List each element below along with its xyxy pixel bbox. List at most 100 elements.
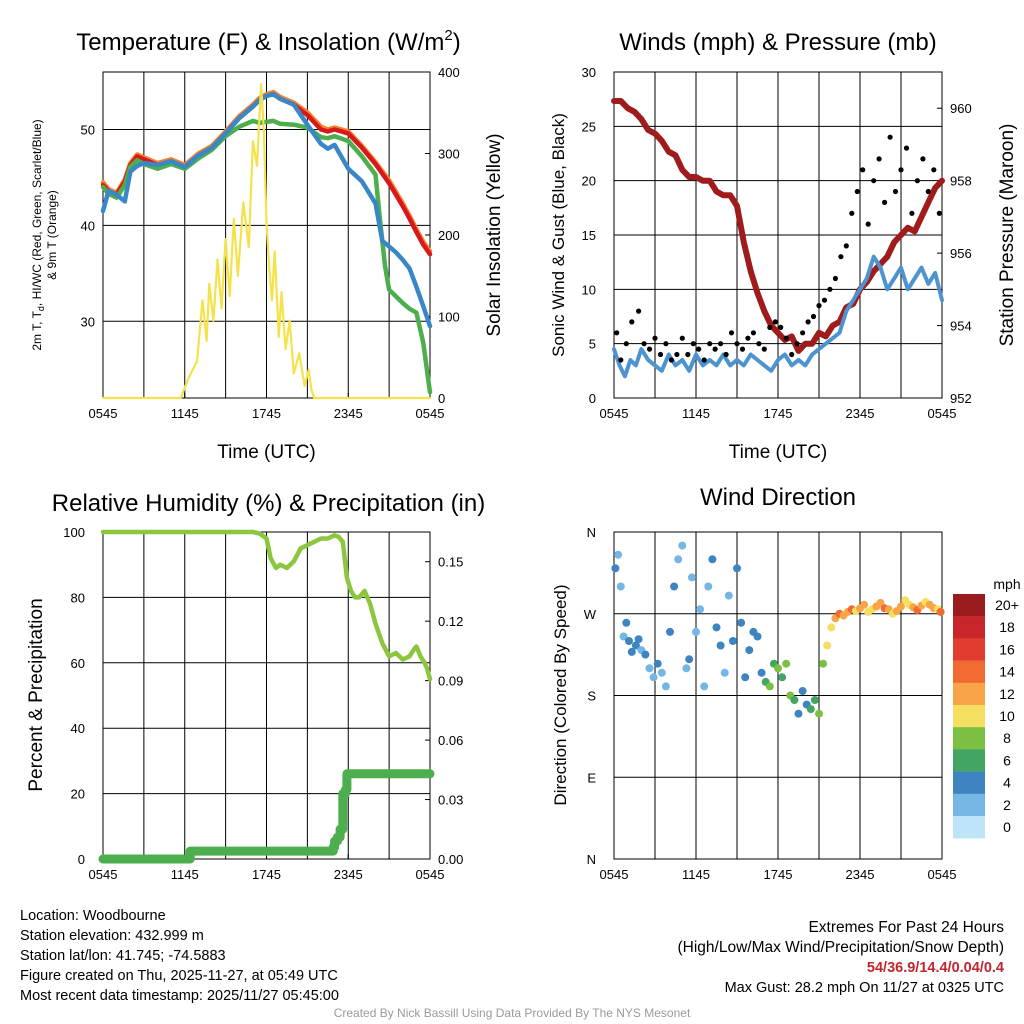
recent-data-text: Most recent data timestamp: 2025/11/27 0… <box>20 988 339 1004</box>
direction-point <box>733 564 741 573</box>
gust-point <box>767 324 773 330</box>
direction-title: Wind Direction <box>700 484 856 511</box>
direction-point <box>810 696 819 704</box>
y-tick-label-right: 400 <box>438 65 460 80</box>
direction-point <box>790 696 799 704</box>
gust-point <box>914 178 921 184</box>
legend-label: 8 <box>1003 730 1011 746</box>
direction-point <box>716 641 725 650</box>
direction-point <box>823 641 832 650</box>
gust-point <box>800 330 806 336</box>
gust-point <box>756 341 762 347</box>
series-precipitation <box>98 769 435 864</box>
y-tick-label-right: 100 <box>438 310 460 325</box>
direction-point <box>657 668 666 677</box>
gust-point <box>936 210 942 216</box>
direction-point <box>806 705 815 714</box>
direction-point <box>728 637 737 645</box>
gust-point <box>898 167 904 173</box>
direction-point <box>827 623 836 632</box>
temperature-ylabel-1: 2m T, Td, HI/WC (Red, Green, Scarlet/Blu… <box>30 119 46 350</box>
y-tick-label-left: 20 <box>582 174 596 189</box>
direction-point <box>649 673 658 682</box>
direction-point <box>897 602 905 611</box>
humidity-title: Relative Humidity (%) & Precipitation (i… <box>52 490 485 517</box>
gust-point <box>854 188 860 195</box>
gust-point <box>629 319 635 325</box>
gust-point <box>931 167 937 173</box>
y-tick-label-right: 952 <box>950 391 972 406</box>
legend-label: 2 <box>1003 797 1011 813</box>
x-tick-label: 1745 <box>764 867 793 882</box>
direction-point <box>720 668 729 677</box>
direction-point <box>712 623 721 632</box>
y-tick-label-left: 60 <box>71 656 85 671</box>
gust-point <box>783 335 789 341</box>
winds-title: Winds (mph) & Pressure (mb) <box>619 29 936 56</box>
direction-point <box>794 709 803 718</box>
y-tick-label-left: 40 <box>81 218 95 233</box>
gust-point <box>772 319 778 325</box>
direction-point <box>666 627 674 636</box>
x-tick-label: 1145 <box>171 406 199 421</box>
y-tick-label-left: 20 <box>71 787 85 802</box>
legend-swatch <box>953 793 985 817</box>
direction-point <box>641 650 650 659</box>
temperature-title: Temperature (F) & Insolation (W/m2) <box>76 27 460 56</box>
legend-swatch <box>953 771 985 794</box>
x-tick-label: 0545 <box>600 406 629 421</box>
insolation-ylabel: Solar Insolation (Yellow) <box>484 133 505 336</box>
direction-tick-label: W <box>584 607 597 622</box>
gust-point <box>903 145 910 151</box>
gust-point <box>734 341 740 347</box>
latlon-text: Station lat/lon: 41.745; -74.5883 <box>20 948 226 964</box>
direction-point <box>611 564 620 573</box>
y-tick-label-right: 0.00 <box>438 852 463 867</box>
x-tick-label: 1745 <box>764 406 793 421</box>
gust-point <box>712 346 718 352</box>
gust-point <box>614 330 620 336</box>
gust-point <box>892 188 899 195</box>
gust-point <box>728 330 735 336</box>
gust-point <box>794 341 800 347</box>
x-tick-label: 0545 <box>600 867 629 882</box>
direction-tick-label: E <box>587 770 596 785</box>
y-tick-label-left: 30 <box>582 65 596 80</box>
legend-label: 14 <box>999 664 1015 680</box>
direction-point <box>631 641 640 650</box>
direction-point <box>682 664 691 673</box>
direction-point <box>704 582 713 591</box>
y-tick-label-right: 0 <box>438 391 445 406</box>
y-tick-label-left: 80 <box>71 590 85 605</box>
legend-swatch <box>953 727 985 750</box>
legend-swatch <box>953 816 985 839</box>
y-tick-label-left: 0 <box>589 391 596 406</box>
direction-point <box>696 605 705 614</box>
direction-point <box>778 673 787 682</box>
direction-point <box>678 541 687 550</box>
gust-point <box>663 341 669 347</box>
y-tick-label-right: 0.15 <box>438 555 463 570</box>
direction-point <box>661 682 670 691</box>
gust-point <box>789 351 795 358</box>
extremes-title: Extremes For Past 24 Hours <box>808 919 1004 936</box>
pressure-ylabel: Station Pressure (Maroon) <box>997 124 1018 347</box>
gust-point <box>718 341 724 347</box>
y-tick-label-left: 100 <box>63 525 85 540</box>
gust-point <box>674 351 680 358</box>
y-tick-label-right: 0.06 <box>438 733 463 748</box>
station-info: Location: Woodbourne Station elevation: … <box>20 906 339 1006</box>
temperature-xlabel: Time (UTC) <box>217 442 316 463</box>
gust-point <box>832 275 839 282</box>
gust-point <box>646 346 653 352</box>
x-tick-label: 1745 <box>252 867 281 882</box>
direction-point <box>700 682 709 691</box>
y-tick-label-right: 956 <box>950 246 972 261</box>
direction-point <box>687 573 696 582</box>
legend-label: 20+ <box>995 597 1019 613</box>
gust-point <box>816 303 822 309</box>
legend-swatch <box>953 616 985 639</box>
direction-point <box>614 550 623 559</box>
x-tick-label: 2345 <box>846 867 875 882</box>
extremes-panel: Extremes For Past 24 Hours (High/Low/Max… <box>678 918 1005 998</box>
